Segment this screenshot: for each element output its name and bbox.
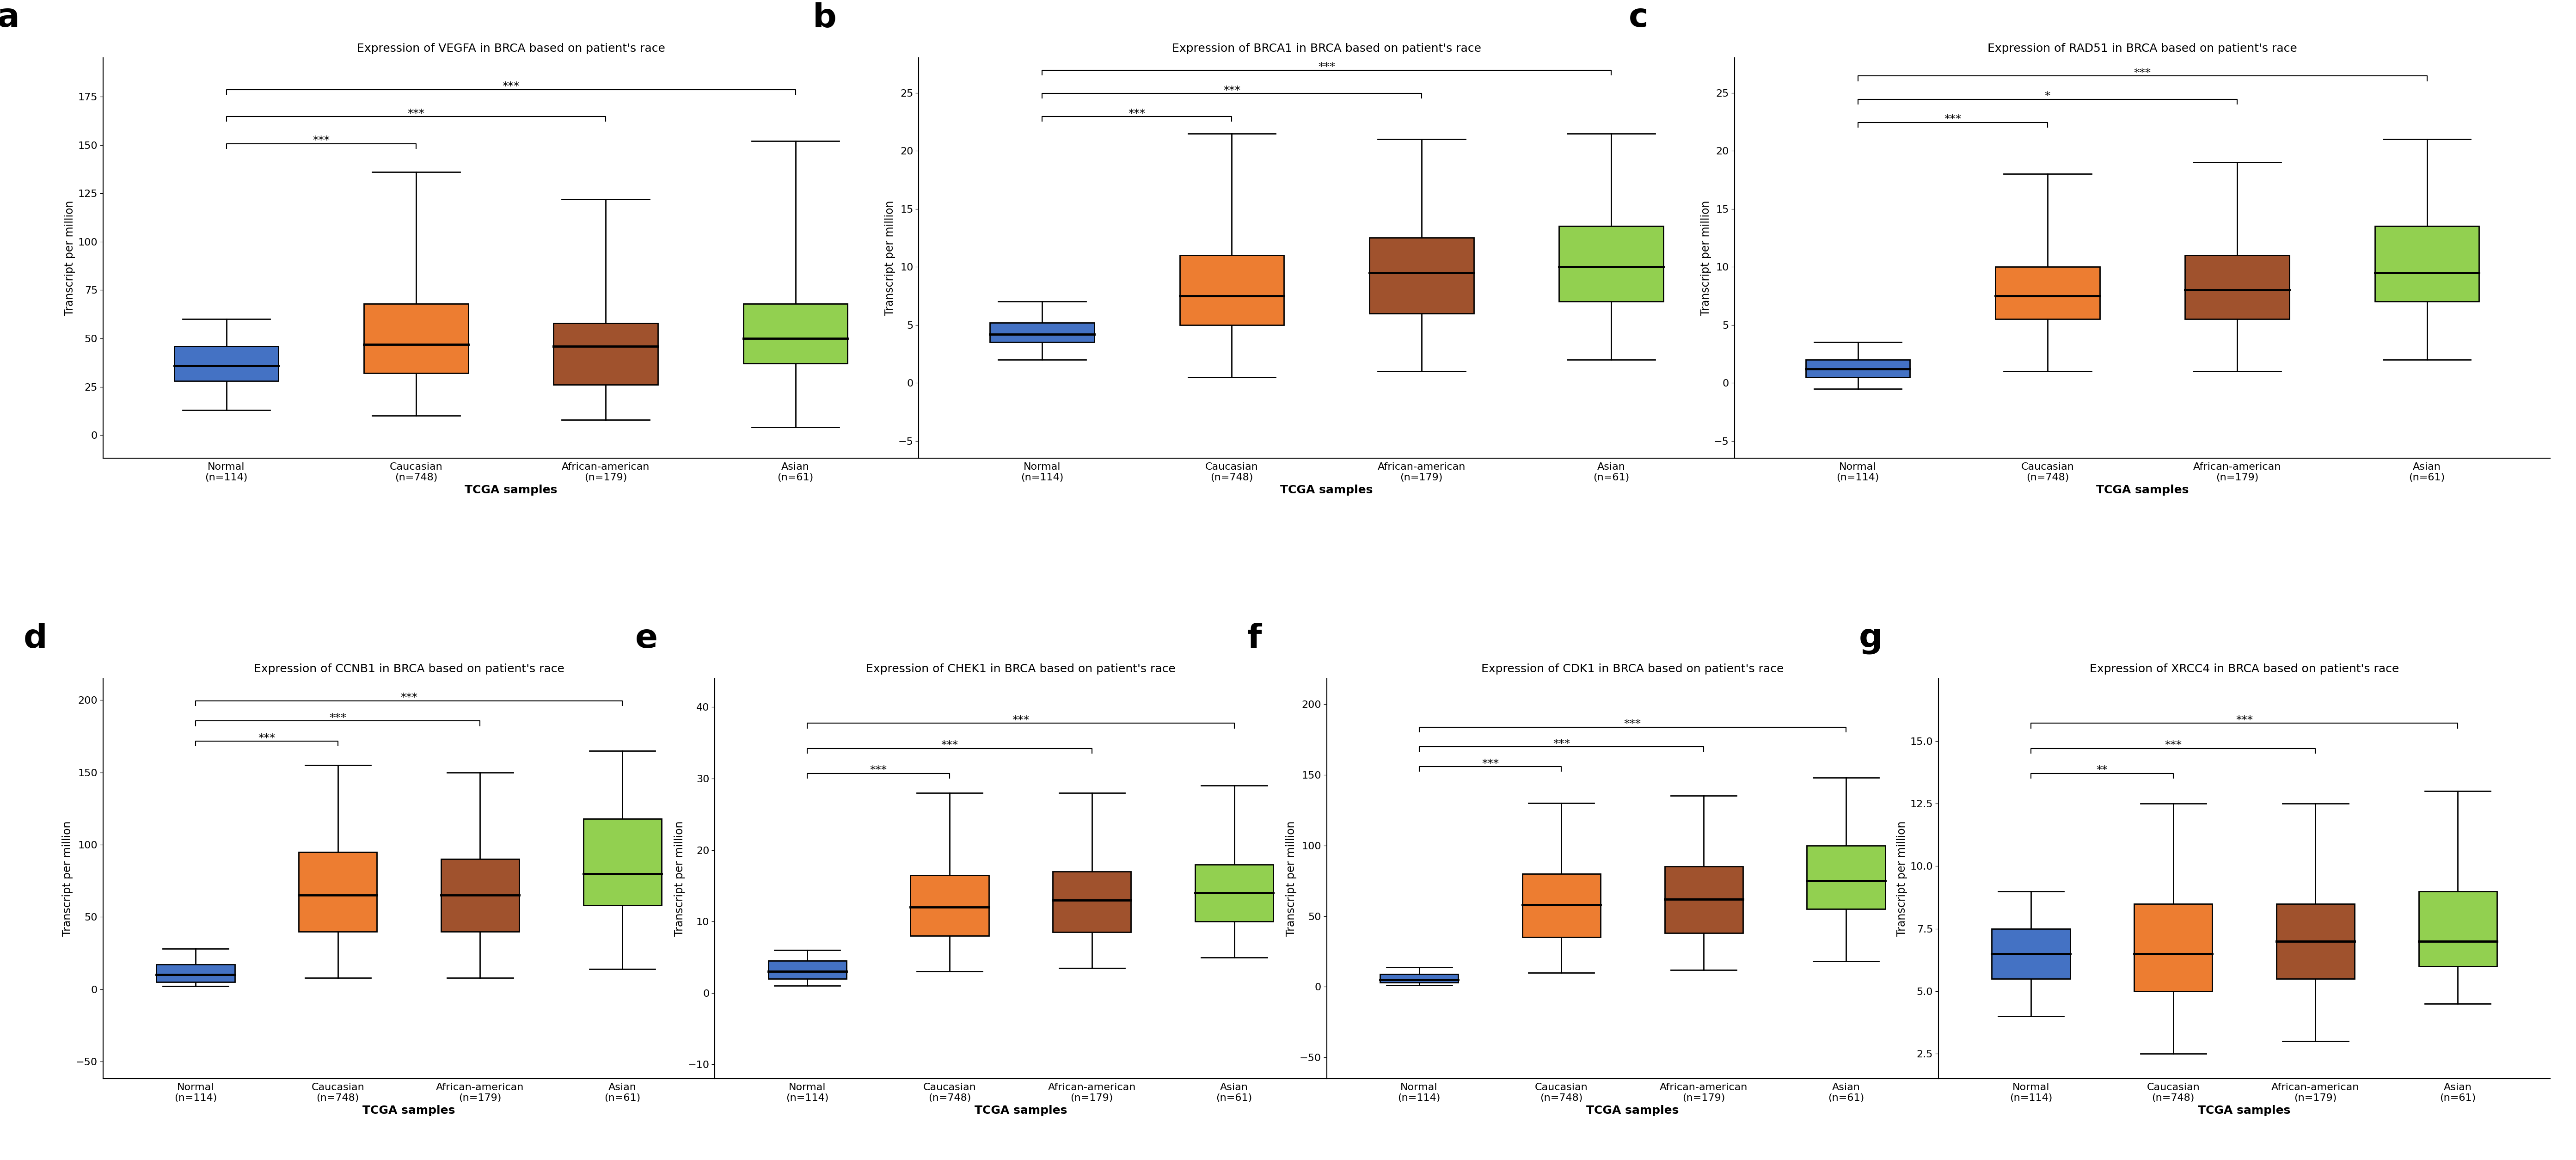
Text: *: * [2045, 90, 2050, 102]
Y-axis label: Transcript per million: Transcript per million [1896, 821, 1906, 936]
Bar [2419, 891, 2496, 966]
Text: d: d [23, 623, 46, 654]
Bar [1522, 873, 1600, 937]
Text: e: e [636, 623, 657, 654]
Bar [582, 819, 662, 905]
Text: ***: *** [871, 764, 886, 776]
Text: ***: *** [1623, 718, 1641, 730]
Text: ***: *** [1128, 108, 1146, 119]
X-axis label: TCGA samples: TCGA samples [974, 1105, 1066, 1116]
Text: ***: *** [1319, 61, 1334, 73]
Text: ***: *** [1481, 759, 1499, 769]
Y-axis label: Transcript per million: Transcript per million [1285, 821, 1296, 936]
Text: ***: *** [2164, 740, 2182, 751]
Text: ***: *** [258, 733, 276, 744]
X-axis label: TCGA samples: TCGA samples [2197, 1105, 2290, 1116]
Text: ***: *** [1012, 715, 1030, 726]
Text: ***: *** [2236, 715, 2254, 726]
Bar [1370, 238, 1473, 313]
Text: a: a [0, 2, 21, 34]
Text: g: g [1860, 623, 1883, 654]
Text: ***: *** [399, 693, 417, 703]
Title: Expression of CHEK1 in BRCA based on patient's race: Expression of CHEK1 in BRCA based on pat… [866, 664, 1175, 674]
Bar [1996, 267, 2099, 319]
Text: ***: *** [2133, 67, 2151, 79]
Bar [909, 875, 989, 936]
Y-axis label: Transcript per million: Transcript per million [884, 201, 896, 316]
Text: ***: *** [407, 108, 425, 119]
Bar [1991, 929, 2071, 979]
Bar [1054, 871, 1131, 933]
Bar [768, 960, 848, 979]
Title: Expression of VEGFA in BRCA based on patient's race: Expression of VEGFA in BRCA based on pat… [355, 43, 665, 53]
Text: ***: *** [330, 712, 345, 724]
Y-axis label: Transcript per million: Transcript per million [64, 201, 75, 316]
Title: Expression of CDK1 in BRCA based on patient's race: Expression of CDK1 in BRCA based on pati… [1481, 664, 1783, 674]
Y-axis label: Transcript per million: Transcript per million [1700, 201, 1710, 316]
Bar [554, 322, 657, 385]
Bar [989, 322, 1095, 342]
Bar [2277, 904, 2354, 979]
Bar [299, 851, 376, 931]
Bar [157, 965, 234, 983]
Bar [175, 346, 278, 380]
Text: ***: *** [1945, 114, 1960, 125]
X-axis label: TCGA samples: TCGA samples [1587, 1105, 1680, 1116]
Bar [1664, 867, 1744, 933]
Title: Expression of BRCA1 in BRCA based on patient's race: Expression of BRCA1 in BRCA based on pat… [1172, 43, 1481, 53]
Bar [2133, 904, 2213, 992]
Text: ***: *** [502, 81, 520, 92]
Text: ***: *** [1553, 739, 1569, 749]
X-axis label: TCGA samples: TCGA samples [1280, 485, 1373, 495]
Bar [363, 304, 469, 374]
Title: Expression of XRCC4 in BRCA based on patient's race: Expression of XRCC4 in BRCA based on pat… [2089, 664, 2398, 674]
X-axis label: TCGA samples: TCGA samples [363, 1105, 456, 1116]
Bar [1558, 226, 1664, 302]
Bar [1806, 360, 1909, 377]
Text: b: b [814, 2, 837, 34]
Title: Expression of RAD51 in BRCA based on patient's race: Expression of RAD51 in BRCA based on pat… [1989, 43, 2298, 53]
Y-axis label: Transcript per million: Transcript per million [675, 821, 685, 936]
Bar [744, 304, 848, 363]
Text: ***: *** [1224, 85, 1242, 96]
Bar [1381, 974, 1458, 983]
Text: **: ** [2097, 764, 2107, 776]
Text: ***: *** [312, 136, 330, 146]
Title: Expression of CCNB1 in BRCA based on patient's race: Expression of CCNB1 in BRCA based on pat… [252, 664, 564, 674]
Text: f: f [1247, 623, 1262, 654]
Text: c: c [1628, 2, 1649, 34]
Bar [440, 860, 520, 931]
Text: ***: *** [940, 740, 958, 751]
Bar [1195, 864, 1273, 921]
Y-axis label: Transcript per million: Transcript per million [62, 821, 72, 936]
X-axis label: TCGA samples: TCGA samples [464, 485, 556, 495]
X-axis label: TCGA samples: TCGA samples [2097, 485, 2190, 495]
Bar [2184, 255, 2290, 319]
Bar [1180, 255, 1283, 325]
Bar [1806, 846, 1886, 909]
Bar [2375, 226, 2478, 302]
